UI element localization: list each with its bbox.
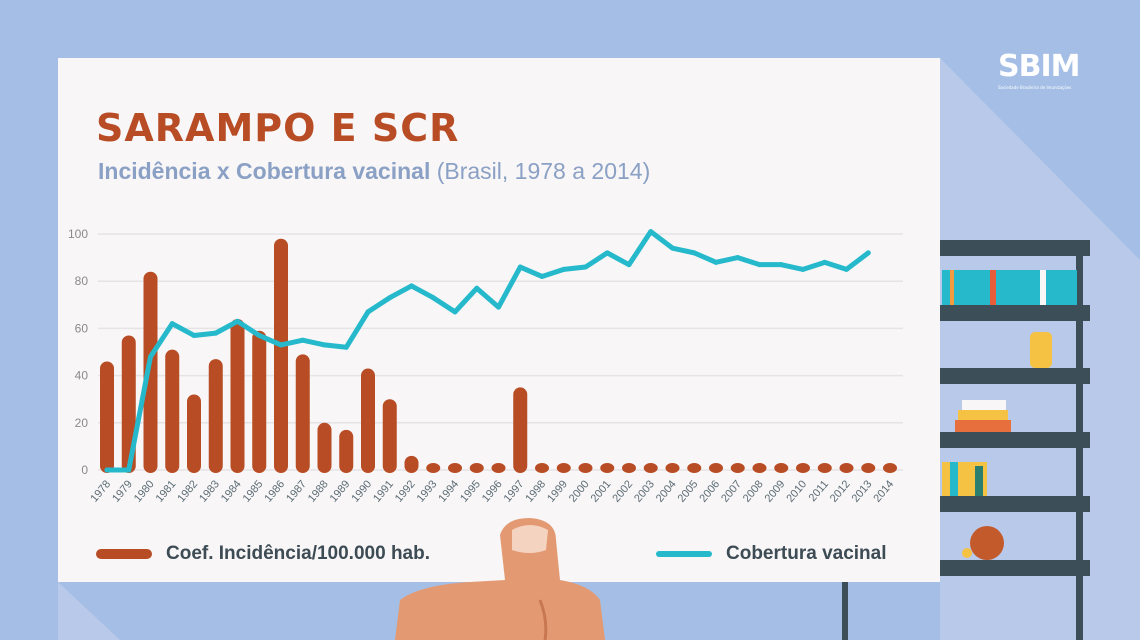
bar-2005 bbox=[687, 463, 702, 473]
legend-swatch-bar bbox=[96, 549, 152, 559]
bar-2003 bbox=[643, 463, 658, 473]
bar-2013 bbox=[861, 463, 876, 473]
coverage-point-1992 bbox=[409, 283, 414, 289]
coverage-point-2005 bbox=[691, 250, 697, 256]
coverage-point-2001 bbox=[604, 250, 610, 256]
bar-2001 bbox=[600, 463, 615, 473]
y-tick-label: 80 bbox=[75, 274, 89, 288]
coverage-point-1987 bbox=[300, 337, 306, 343]
coverage-point-2006 bbox=[713, 259, 719, 265]
bar-1994 bbox=[448, 463, 462, 473]
bar-1987 bbox=[295, 354, 310, 473]
bar-1998 bbox=[535, 463, 549, 473]
logo-text: SBIM bbox=[998, 49, 1080, 84]
coverage-point-1980 bbox=[148, 354, 153, 360]
coverage-point-1978 bbox=[104, 467, 110, 473]
bar-2006 bbox=[709, 463, 723, 473]
infographic-card: SARAMPO E SCR Incidência x Cobertura vac… bbox=[58, 58, 940, 582]
coverage-point-1983 bbox=[213, 330, 219, 336]
bar-1999 bbox=[556, 463, 571, 473]
coverage-point-1999 bbox=[561, 266, 567, 272]
y-tick-label: 0 bbox=[81, 463, 88, 477]
bar-2011 bbox=[817, 463, 832, 473]
legend-incidence: Coef. Incidência/100.000 hab. bbox=[96, 543, 430, 565]
bar-1993 bbox=[426, 463, 441, 473]
coverage-point-2013 bbox=[865, 250, 871, 256]
bar-2000 bbox=[578, 463, 593, 473]
coverage-point-1997 bbox=[517, 264, 523, 270]
bar-2014 bbox=[883, 463, 897, 473]
chart-title: SARAMPO E SCR bbox=[96, 106, 460, 150]
coverage-point-1993 bbox=[430, 295, 436, 301]
coverage-point-2010 bbox=[800, 266, 806, 272]
bar-1980 bbox=[143, 271, 158, 473]
coverage-point-1982 bbox=[191, 332, 197, 338]
bar-1989 bbox=[339, 429, 354, 473]
coverage-point-2003 bbox=[648, 229, 654, 235]
bar-1988 bbox=[317, 422, 332, 473]
bar-1986 bbox=[274, 238, 288, 473]
y-tick-label: 60 bbox=[75, 321, 89, 335]
y-tick-label: 100 bbox=[68, 227, 88, 241]
bar-1984 bbox=[230, 318, 245, 473]
bar-2004 bbox=[665, 463, 680, 473]
bar-2002 bbox=[622, 463, 636, 473]
coverage-point-1988 bbox=[322, 342, 327, 348]
coverage-line bbox=[104, 229, 871, 473]
coverage-point-2002 bbox=[626, 262, 632, 268]
coverage-point-2009 bbox=[778, 262, 784, 268]
bar-2008 bbox=[752, 463, 767, 473]
chart-subtitle: Incidência x Cobertura vacinal (Brasil, … bbox=[98, 158, 651, 184]
bar-1991 bbox=[382, 399, 397, 473]
coverage-point-1991 bbox=[387, 295, 393, 301]
logo-subtitle: Sociedade Brasileira de Imunizações bbox=[998, 85, 1072, 90]
coverage-point-1995 bbox=[474, 285, 480, 291]
legend-coverage: Cobertura vacinal bbox=[656, 543, 887, 565]
bar-1985 bbox=[252, 330, 267, 473]
bar-1992 bbox=[404, 455, 419, 473]
bar-2012 bbox=[839, 463, 854, 473]
bar-2007 bbox=[730, 463, 745, 473]
coverage-point-2012 bbox=[844, 266, 849, 272]
bar-2009 bbox=[774, 463, 789, 473]
bar-1996 bbox=[491, 463, 506, 473]
coverage-point-1981 bbox=[169, 321, 175, 327]
y-tick-label: 40 bbox=[75, 369, 89, 383]
coverage-point-1998 bbox=[539, 273, 545, 279]
bar-1978 bbox=[100, 361, 114, 473]
coverage-point-1979 bbox=[126, 467, 132, 473]
coverage-point-2011 bbox=[822, 259, 828, 265]
coverage-point-1996 bbox=[496, 304, 501, 310]
bar-2010 bbox=[796, 463, 810, 473]
coverage-point-1994 bbox=[452, 309, 458, 315]
y-tick-label: 20 bbox=[75, 416, 89, 430]
coverage-point-1990 bbox=[365, 309, 371, 315]
coverage-point-2000 bbox=[583, 264, 588, 270]
bar-1990 bbox=[361, 368, 375, 473]
sbim-logo: SBIM Sociedade Brasileira de Imunizações bbox=[998, 49, 1080, 91]
coverage-point-2004 bbox=[670, 245, 675, 251]
coverage-point-1986 bbox=[278, 342, 284, 348]
coverage-point-2008 bbox=[757, 262, 762, 268]
bar-1981 bbox=[165, 349, 180, 473]
bar-1982 bbox=[187, 394, 201, 473]
legend-swatch-line bbox=[656, 551, 712, 557]
coverage-point-2007 bbox=[735, 255, 741, 261]
coverage-point-1985 bbox=[256, 332, 262, 338]
coverage-point-1989 bbox=[343, 344, 349, 350]
bar-1995 bbox=[469, 463, 484, 473]
coverage-point-1984 bbox=[235, 318, 240, 324]
bar-1997 bbox=[513, 387, 528, 473]
bar-1983 bbox=[208, 359, 223, 473]
